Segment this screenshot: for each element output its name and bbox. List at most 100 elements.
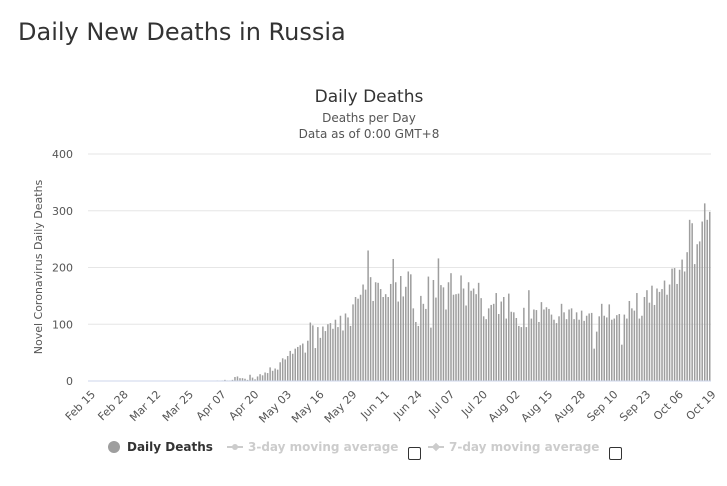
bar[interactable]: [605, 317, 608, 381]
bar[interactable]: [568, 309, 570, 382]
bar[interactable]: [442, 287, 445, 381]
bar[interactable]: [339, 315, 342, 381]
bar[interactable]: [281, 358, 284, 381]
bar[interactable]: [312, 325, 314, 381]
bar[interactable]: [307, 340, 309, 381]
bar[interactable]: [405, 286, 407, 381]
bar[interactable]: [231, 379, 234, 381]
bar[interactable]: [397, 301, 399, 381]
bar[interactable]: [384, 294, 387, 381]
bar[interactable]: [445, 309, 447, 382]
bar[interactable]: [357, 298, 359, 381]
bar[interactable]: [415, 321, 417, 381]
bar[interactable]: [505, 318, 508, 381]
bar[interactable]: [374, 282, 377, 381]
bar[interactable]: [334, 319, 337, 381]
bar[interactable]: [319, 337, 322, 381]
bar[interactable]: [593, 348, 595, 381]
bar[interactable]: [256, 376, 259, 381]
bar[interactable]: [246, 379, 249, 381]
bar[interactable]: [430, 327, 432, 381]
bar[interactable]: [322, 326, 324, 381]
bar[interactable]: [417, 325, 420, 381]
bar[interactable]: [427, 276, 430, 381]
bar[interactable]: [440, 285, 442, 381]
bar[interactable]: [382, 297, 384, 381]
bar[interactable]: [412, 308, 415, 381]
bar[interactable]: [271, 370, 274, 381]
bar[interactable]: [324, 331, 327, 381]
bar[interactable]: [284, 359, 286, 381]
bar[interactable]: [658, 291, 661, 381]
bar[interactable]: [420, 295, 422, 382]
bar[interactable]: [327, 324, 329, 381]
bar[interactable]: [297, 346, 299, 381]
legend-item-3-day-average[interactable]: 3-day moving average: [227, 440, 398, 454]
bar[interactable]: [681, 259, 683, 381]
bar[interactable]: [400, 276, 402, 381]
bar[interactable]: [337, 327, 339, 381]
bar[interactable]: [470, 290, 472, 381]
bar[interactable]: [653, 304, 656, 381]
bar[interactable]: [379, 289, 382, 381]
checkbox-7-day-average[interactable]: [609, 447, 622, 460]
bar[interactable]: [407, 271, 410, 381]
bar[interactable]: [683, 271, 686, 381]
bar[interactable]: [259, 374, 261, 381]
bar[interactable]: [513, 312, 515, 381]
bar[interactable]: [603, 315, 605, 381]
bar[interactable]: [490, 304, 492, 381]
bar[interactable]: [410, 274, 412, 381]
bar[interactable]: [616, 315, 618, 381]
bar[interactable]: [598, 316, 600, 381]
bar[interactable]: [437, 258, 440, 381]
bar[interactable]: [387, 297, 389, 381]
bar[interactable]: [347, 317, 349, 381]
bar[interactable]: [678, 269, 681, 381]
bar[interactable]: [636, 293, 638, 381]
bar[interactable]: [286, 356, 289, 381]
daily-deaths-bars[interactable]: [216, 203, 711, 382]
bar[interactable]: [661, 289, 663, 381]
bar[interactable]: [372, 300, 374, 381]
bar[interactable]: [241, 378, 244, 381]
bar[interactable]: [224, 379, 226, 381]
bar[interactable]: [626, 318, 628, 381]
bar[interactable]: [244, 378, 246, 381]
bar[interactable]: [691, 223, 693, 381]
bar[interactable]: [698, 241, 701, 381]
bar[interactable]: [580, 310, 583, 381]
bar[interactable]: [450, 273, 452, 381]
bar[interactable]: [558, 316, 560, 381]
bar[interactable]: [663, 280, 666, 381]
bar[interactable]: [487, 308, 490, 381]
bar[interactable]: [623, 314, 626, 381]
bar[interactable]: [279, 362, 281, 381]
bar[interactable]: [555, 323, 558, 381]
bar[interactable]: [432, 279, 435, 381]
bar[interactable]: [666, 294, 668, 381]
legend-item-daily-deaths[interactable]: Daily Deaths: [108, 440, 213, 454]
bar[interactable]: [359, 294, 362, 381]
bar[interactable]: [249, 374, 251, 381]
bar[interactable]: [538, 321, 540, 381]
bar[interactable]: [520, 327, 523, 381]
bar[interactable]: [349, 325, 352, 381]
bar[interactable]: [304, 352, 307, 382]
bar[interactable]: [342, 330, 344, 381]
bar[interactable]: [495, 293, 497, 381]
bar[interactable]: [261, 375, 264, 381]
bar[interactable]: [588, 313, 590, 381]
bar[interactable]: [377, 282, 379, 381]
bar[interactable]: [600, 303, 603, 381]
bar[interactable]: [364, 289, 367, 381]
bar[interactable]: [656, 288, 658, 382]
bar[interactable]: [578, 319, 580, 381]
bar[interactable]: [608, 304, 611, 381]
bar[interactable]: [668, 284, 671, 381]
bar[interactable]: [570, 308, 573, 381]
bar[interactable]: [651, 285, 653, 381]
bar[interactable]: [402, 296, 405, 381]
bar[interactable]: [354, 297, 357, 381]
bar[interactable]: [631, 308, 633, 381]
